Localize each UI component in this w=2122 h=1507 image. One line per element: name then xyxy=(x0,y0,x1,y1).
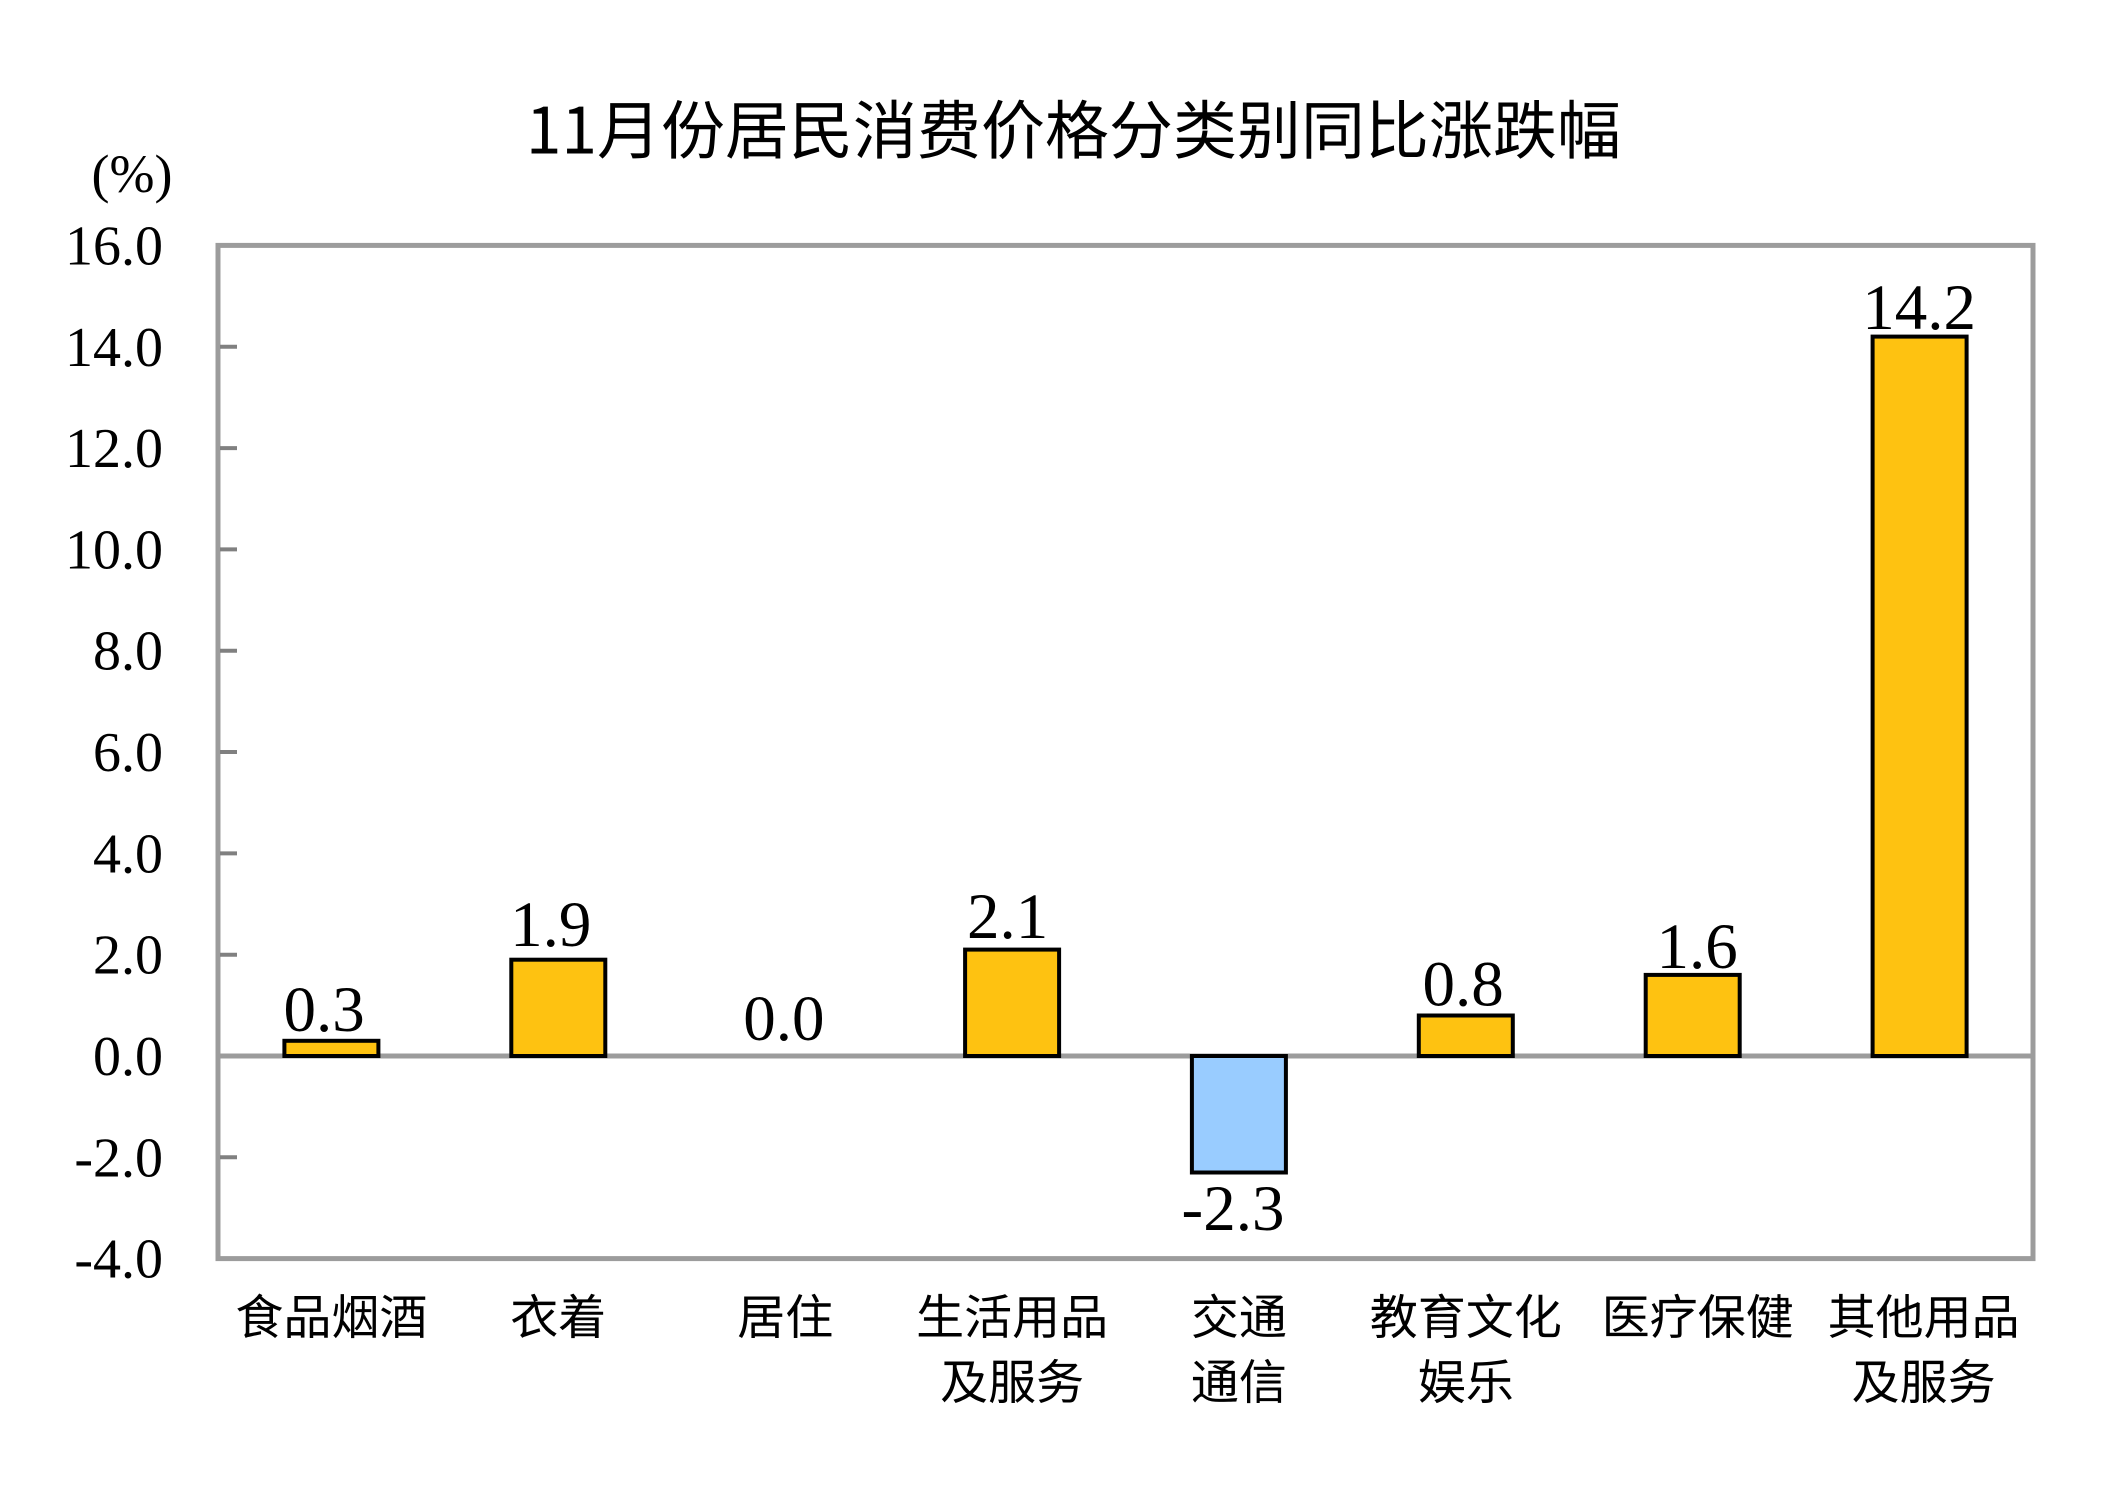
svg-text:1.6: 1.6 xyxy=(1656,911,1737,983)
svg-text:2.1: 2.1 xyxy=(967,881,1048,953)
svg-text:10.0: 10.0 xyxy=(65,519,163,581)
svg-text:0.0: 0.0 xyxy=(743,983,824,1055)
svg-text:-2.3: -2.3 xyxy=(1182,1173,1285,1245)
svg-text:1.9: 1.9 xyxy=(510,889,591,961)
svg-text:8.0: 8.0 xyxy=(93,621,163,683)
svg-text:0.0: 0.0 xyxy=(93,1026,163,1088)
svg-text:-4.0: -4.0 xyxy=(74,1229,163,1291)
svg-text:0.3: 0.3 xyxy=(283,974,364,1046)
svg-text:14.2: 14.2 xyxy=(1862,272,1976,344)
svg-text:2.0: 2.0 xyxy=(93,925,163,987)
svg-text:4.0: 4.0 xyxy=(93,823,163,885)
svg-text:6.0: 6.0 xyxy=(93,722,163,784)
svg-text:14.0: 14.0 xyxy=(65,317,163,379)
svg-text:(%): (%) xyxy=(92,144,173,204)
svg-text:16.0: 16.0 xyxy=(65,215,163,277)
svg-text:-2.0: -2.0 xyxy=(74,1127,163,1189)
svg-text:0.8: 0.8 xyxy=(1422,948,1503,1020)
svg-text:12.0: 12.0 xyxy=(65,418,163,480)
